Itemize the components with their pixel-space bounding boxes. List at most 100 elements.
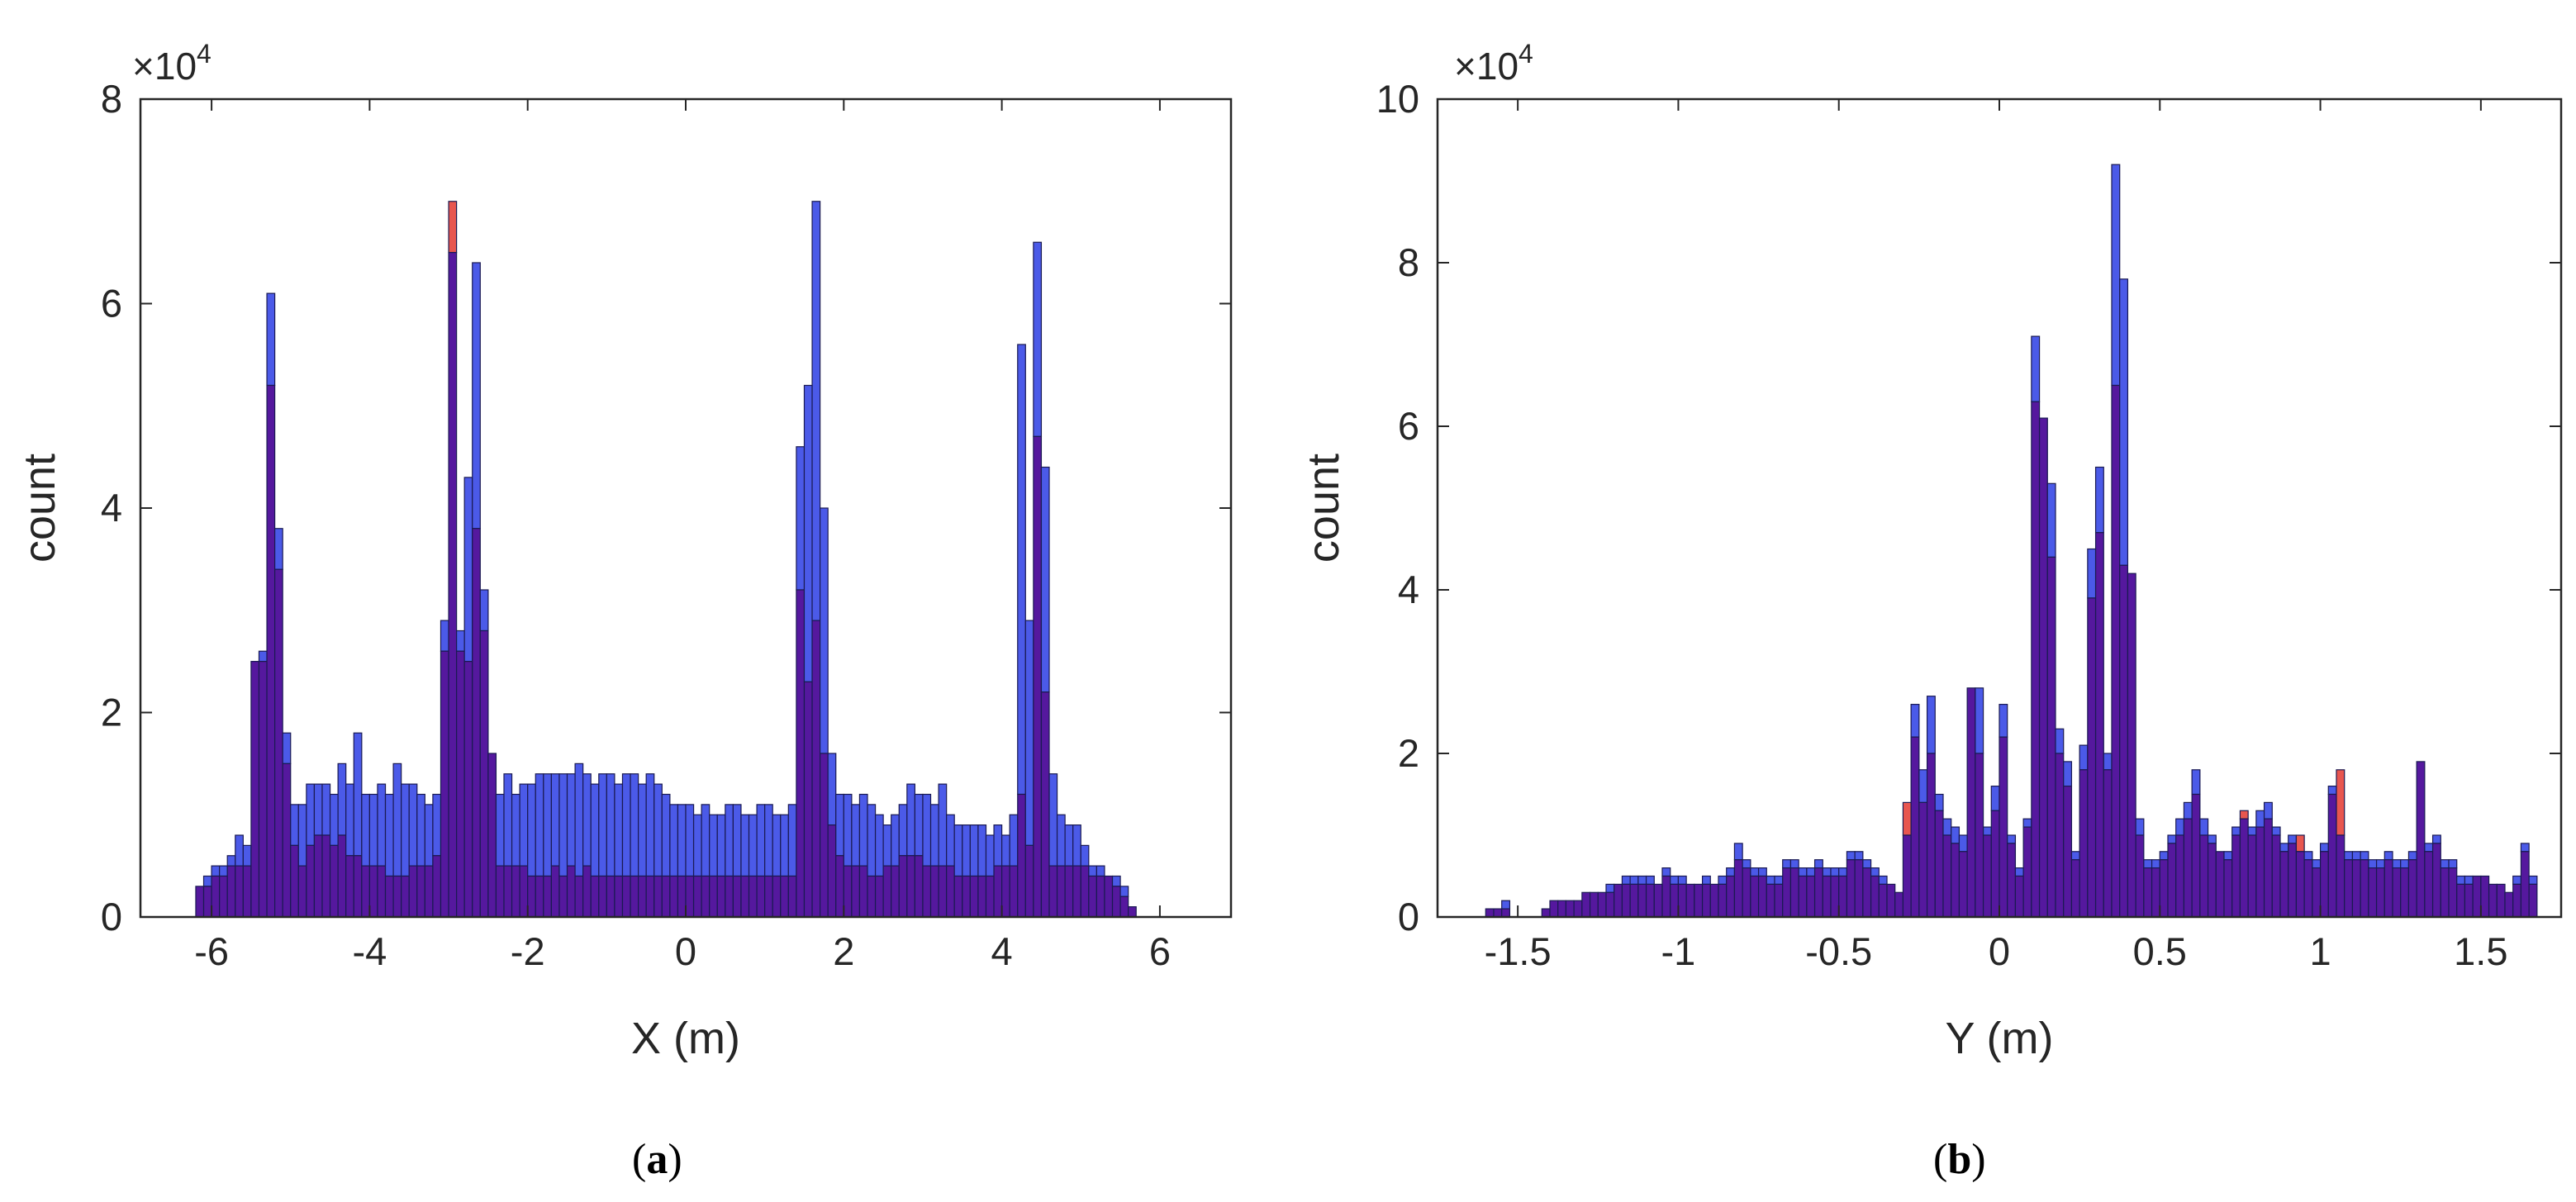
histogram-bar-blue	[2327, 785, 2337, 796]
y-tick-label: 8	[101, 77, 122, 121]
histogram-bar-overlap	[914, 855, 924, 918]
histogram-bar-overlap	[1958, 851, 1968, 918]
histogram-bar-overlap	[2215, 851, 2225, 918]
histogram-bar-overlap	[2031, 401, 2041, 918]
histogram-bar-blue	[2031, 335, 2041, 402]
histogram-bar-overlap	[2199, 834, 2209, 918]
histogram-bar-overlap	[195, 886, 205, 918]
histogram-bar-blue	[219, 865, 228, 877]
histogram-bar-overlap	[1838, 875, 1848, 918]
histogram-bar-blue	[621, 773, 631, 877]
histogram-bar-overlap	[479, 630, 489, 918]
histogram-bar-overlap	[701, 875, 711, 918]
histogram-bar-overlap	[1902, 834, 1912, 918]
y-tick-label: 4	[1398, 568, 1419, 611]
histogram-bar-overlap	[692, 875, 702, 918]
histogram-bar-blue	[235, 834, 244, 867]
histogram-bar-overlap	[1742, 867, 1751, 918]
histogram-bar-blue	[1088, 865, 1097, 877]
histogram-bar-blue	[962, 824, 971, 877]
histogram-bar-overlap	[2528, 883, 2538, 918]
histogram-bar-blue	[1766, 875, 1775, 885]
y-tick-label: 2	[101, 691, 122, 734]
histogram-bar-overlap	[1597, 891, 1607, 918]
histogram-bar-blue	[756, 804, 766, 877]
histogram-bar-overlap	[2336, 834, 2345, 918]
histogram-bar-overlap	[377, 865, 387, 918]
histogram-bar-overlap	[1926, 753, 1936, 918]
histogram-bar-blue	[242, 844, 252, 867]
histogram-bar-overlap	[2520, 851, 2530, 918]
histogram-bar-blue	[2094, 466, 2104, 534]
histogram-bar-blue	[313, 783, 323, 836]
histogram-bar-overlap	[2384, 859, 2393, 918]
histogram-bar-blue	[1670, 875, 1680, 885]
histogram-bar-overlap	[1910, 736, 1920, 918]
histogram-bar-overlap	[2167, 843, 2177, 918]
histogram-bar-red	[448, 201, 458, 254]
histogram-bar-overlap	[1009, 865, 1019, 918]
histogram-bar-overlap	[250, 661, 260, 918]
histogram-bar-blue	[1757, 867, 1767, 877]
histogram-bar-overlap	[2288, 843, 2298, 918]
histogram-bar-blue	[2392, 859, 2402, 869]
x-axis-label-y-panel: Y (m)	[1946, 1014, 2054, 1063]
histogram-bar-blue	[495, 793, 505, 867]
histogram-panel-y: -1.5 -1 -0.5 0 0.5 1 1.5 0 2 4 6 8 10 ×104 Y (m) cou…	[1299, 39, 2563, 1183]
histogram-bar-blue	[337, 763, 347, 836]
histogram-bar-overlap	[1589, 891, 1599, 918]
histogram-bar-overlap	[1774, 883, 1784, 918]
histogram-bar-blue	[2528, 875, 2538, 885]
y-axis-label-y-panel: count	[1299, 454, 1348, 563]
histogram-bar-red	[2239, 810, 2249, 820]
histogram-bar-overlap	[2480, 875, 2490, 918]
histogram-bar-blue	[1951, 826, 1961, 844]
histogram-bar-blue	[953, 824, 963, 877]
histogram-bar-overlap	[574, 875, 584, 918]
histogram-panel-x: -6 -4 -2 0 2 4 6 0 2 4 6 8 ×104 X (m) count (a)	[15, 39, 1233, 1183]
histogram-bar-overlap	[669, 875, 679, 918]
histogram-bar-blue	[1990, 785, 2000, 811]
axis-ticks-y-panel: -1.5 -1 -0.5 0 0.5 1 1.5 0 2 4 6 8 10	[1376, 77, 2561, 973]
histogram-bar-overlap	[2175, 834, 2185, 918]
histogram-bar-overlap	[1982, 834, 1992, 918]
histogram-bar-blue	[1918, 769, 1928, 803]
histogram-bar-overlap	[1493, 908, 1503, 918]
scale-multiplier-y-panel: ×104	[1454, 39, 1533, 88]
bars-group-y	[1485, 164, 2538, 918]
histogram-bar-blue	[2400, 859, 2410, 869]
histogram-bar-overlap	[606, 875, 615, 918]
histogram-bar-blue	[827, 753, 837, 826]
histogram-bar-blue	[803, 384, 813, 682]
histogram-bar-overlap	[858, 865, 868, 918]
histogram-bar-blue	[1040, 466, 1050, 693]
histogram-bar-blue	[2448, 859, 2458, 869]
histogram-bar-overlap	[2143, 867, 2153, 918]
histogram-bar-overlap	[2046, 556, 2056, 918]
histogram-bar-blue	[977, 824, 987, 877]
histogram-bar-blue	[361, 793, 370, 867]
histogram-bar-blue	[740, 814, 750, 877]
histogram-bar-overlap	[432, 855, 442, 918]
histogram-bar-overlap	[1757, 875, 1767, 918]
scale-multiplier-x-panel: ×104	[132, 39, 211, 88]
histogram-bar-blue	[1064, 824, 1074, 867]
histogram-bar-blue	[922, 793, 932, 867]
histogram-bar-red	[2336, 769, 2345, 836]
histogram-bar-overlap	[1886, 883, 1896, 918]
y-tick-label: 2	[1398, 731, 1419, 775]
histogram-bar-blue	[1009, 814, 1019, 867]
histogram-bar-blue	[1830, 867, 1840, 877]
histogram-bar-blue	[2070, 851, 2080, 861]
histogram-bar-blue	[2431, 834, 2441, 844]
histogram-bar-blue	[732, 804, 742, 877]
histogram-bar-blue	[685, 804, 695, 877]
histogram-bar-overlap	[1040, 691, 1050, 918]
histogram-bar-overlap	[756, 875, 766, 918]
histogram-bar-overlap	[2295, 851, 2305, 918]
histogram-bar-overlap	[1813, 867, 1823, 918]
histogram-bar-blue	[2087, 548, 2097, 599]
histogram-bar-overlap	[1128, 906, 1137, 918]
histogram-bar-overlap	[297, 865, 307, 918]
histogram-bar-blue	[463, 477, 473, 663]
